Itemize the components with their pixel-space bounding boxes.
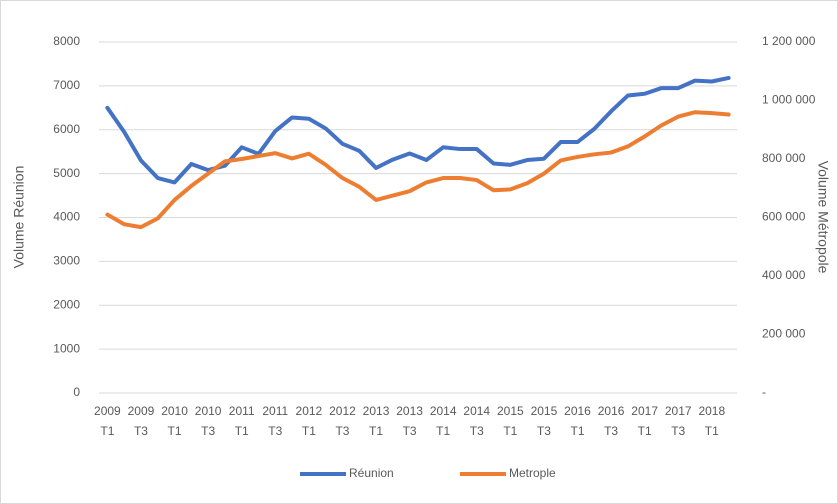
y-tick-label: 1000 [53,341,80,355]
y2-tick-label: 1 200 000 [762,34,816,48]
x-tick-label-line: T1 [235,424,249,438]
x-tick-label: 2016 T1 [564,404,591,438]
x-tick-label-line: 2011 [229,404,255,418]
x-tick-label: 2015 T3 [531,404,558,438]
x-tick-label: 2016 T3 [598,404,625,438]
x-tick-label-line: 2013 [396,404,423,418]
x-tick-label: 2013 T1 [363,404,390,438]
x-tick-label-line: 2017 [665,404,692,418]
x-tick-label: 2012 T3 [329,404,356,438]
x-tick-label-line: 2009 [128,404,155,418]
x-tick-label: 2009 T1 [94,404,121,438]
x-tick-label: 2012 T1 [296,404,323,438]
x-tick-label-line: 2014 [463,404,490,418]
x-tick-label: 2014 T1 [430,404,457,438]
x-tick-label: 2015 T1 [497,404,524,438]
x-tick-label-line: T1 [168,424,182,438]
x-tick-label-line: T1 [570,424,584,438]
x-tick-label-line: T1 [638,424,652,438]
y-tick-label: 0 [73,385,80,399]
x-tick-label-line: T1 [100,424,114,438]
x-tick-label-line: 2018 [698,404,725,418]
x-tick-label-line: 2010 [195,404,222,418]
y-tick-label: 7000 [53,78,80,92]
x-tick-label-line: T1 [705,424,719,438]
y2-tick-label: 400 000 [762,268,806,282]
x-tick-label: 2017 T1 [631,404,658,438]
x-tick-label-line: 2011 [262,404,288,418]
x-tick-label-line: 2009 [94,404,121,418]
x-tick-label: 2014 T3 [463,404,490,438]
y2-axis-title: Volume Métropole [815,161,831,274]
y-tick-label: 4000 [53,210,80,224]
x-tick-label-line: 2014 [430,404,457,418]
x-tick-label-line: T3 [335,424,349,438]
x-tick-label: 2018 T1 [698,404,725,438]
x-tick-label-line: T3 [134,424,148,438]
y2-tick-label: 200 000 [762,327,806,341]
y-tick-label: 5000 [53,166,80,180]
x-tick-label-line: 2013 [363,404,390,418]
x-tick-label-line: T1 [503,424,517,438]
x-tick-label: 2011 T3 [262,404,288,438]
x-tick-label: 2010 T3 [195,404,222,438]
x-tick-label: 2017 T3 [665,404,692,438]
x-tick-label-line: T3 [470,424,484,438]
x-tick-label-line: T3 [604,424,618,438]
x-tick-label-line: T1 [436,424,450,438]
x-tick-label-line: 2016 [598,404,625,418]
legend-label: Metrople [509,466,556,480]
legend-label: Réunion [349,466,394,480]
x-tick-label: 2011 T1 [229,404,255,438]
x-tick-label-line: 2015 [497,404,524,418]
x-tick-label-line: T3 [537,424,551,438]
x-tick-label-line: T1 [369,424,383,438]
x-tick-label: 2009 T3 [128,404,155,438]
x-tick-label-line: T3 [403,424,417,438]
x-tick-label-line: 2012 [296,404,323,418]
x-tick-label-line: T3 [201,424,215,438]
x-tick-label-line: T3 [268,424,282,438]
y-tick-label: 6000 [53,122,80,136]
x-tick-label-line: T1 [302,424,316,438]
y-tick-label: 8000 [53,34,80,48]
y-tick-label: 3000 [53,254,80,268]
series-line [105,110,731,230]
x-tick-label-line: T3 [671,424,685,438]
y-tick-label: 2000 [53,297,80,311]
y2-tick-label: 600 000 [762,210,806,224]
x-tick-label-line: 2016 [564,404,591,418]
y-axis-title: Volume Réunion [11,166,27,269]
y2-tick-label: 1 000 000 [762,93,816,107]
y2-tick-label: - [762,385,766,399]
y2-tick-label: 800 000 [762,151,806,165]
x-tick-label-line: 2015 [531,404,558,418]
x-tick-label: 2010 T1 [161,404,188,438]
x-tick-label-line: 2017 [631,404,658,418]
x-tick-label-line: 2012 [329,404,356,418]
x-tick-label-line: 2010 [161,404,188,418]
x-tick-label: 2013 T3 [396,404,423,438]
